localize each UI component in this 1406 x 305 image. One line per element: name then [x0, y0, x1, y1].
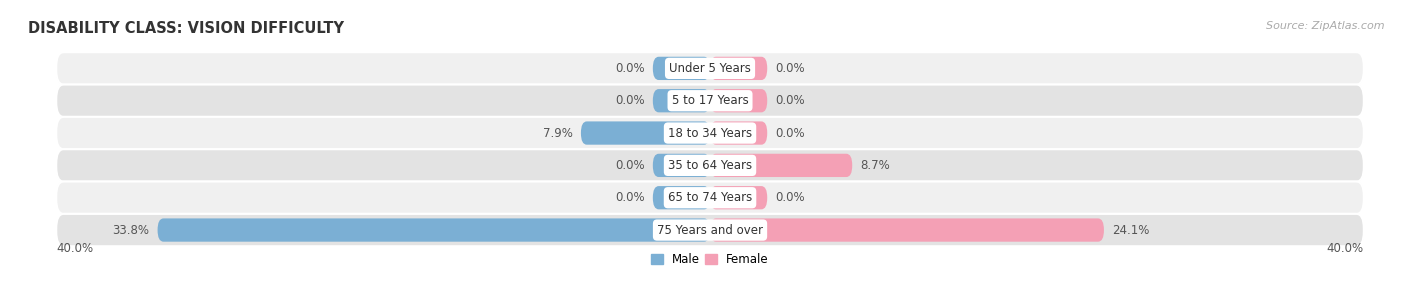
FancyBboxPatch shape: [56, 181, 1364, 214]
Text: Under 5 Years: Under 5 Years: [669, 62, 751, 75]
FancyBboxPatch shape: [56, 214, 1364, 246]
Text: 0.0%: 0.0%: [776, 127, 806, 140]
FancyBboxPatch shape: [56, 149, 1364, 181]
FancyBboxPatch shape: [710, 121, 768, 145]
Text: 0.0%: 0.0%: [776, 62, 806, 75]
Text: DISABILITY CLASS: VISION DIFFICULTY: DISABILITY CLASS: VISION DIFFICULTY: [28, 21, 344, 36]
FancyBboxPatch shape: [56, 52, 1364, 84]
Legend: Male, Female: Male, Female: [647, 248, 773, 271]
FancyBboxPatch shape: [652, 89, 710, 112]
FancyBboxPatch shape: [652, 57, 710, 80]
Text: 40.0%: 40.0%: [56, 242, 93, 255]
Text: 0.0%: 0.0%: [614, 62, 644, 75]
FancyBboxPatch shape: [56, 84, 1364, 117]
FancyBboxPatch shape: [710, 89, 768, 112]
FancyBboxPatch shape: [652, 186, 710, 209]
Text: 8.7%: 8.7%: [860, 159, 890, 172]
Text: 65 to 74 Years: 65 to 74 Years: [668, 191, 752, 204]
FancyBboxPatch shape: [56, 117, 1364, 149]
FancyBboxPatch shape: [710, 186, 768, 209]
Text: Source: ZipAtlas.com: Source: ZipAtlas.com: [1267, 21, 1385, 31]
Text: 75 Years and over: 75 Years and over: [657, 224, 763, 237]
Text: 0.0%: 0.0%: [614, 191, 644, 204]
Text: 5 to 17 Years: 5 to 17 Years: [672, 94, 748, 107]
FancyBboxPatch shape: [157, 218, 710, 242]
Text: 7.9%: 7.9%: [543, 127, 572, 140]
FancyBboxPatch shape: [652, 154, 710, 177]
Text: 24.1%: 24.1%: [1112, 224, 1150, 237]
FancyBboxPatch shape: [710, 154, 852, 177]
Text: 33.8%: 33.8%: [112, 224, 149, 237]
Text: 35 to 64 Years: 35 to 64 Years: [668, 159, 752, 172]
Text: 0.0%: 0.0%: [614, 94, 644, 107]
Text: 40.0%: 40.0%: [1327, 242, 1364, 255]
FancyBboxPatch shape: [581, 121, 710, 145]
Text: 18 to 34 Years: 18 to 34 Years: [668, 127, 752, 140]
FancyBboxPatch shape: [710, 218, 1104, 242]
FancyBboxPatch shape: [710, 57, 768, 80]
Text: 0.0%: 0.0%: [614, 159, 644, 172]
Text: 0.0%: 0.0%: [776, 94, 806, 107]
Text: 0.0%: 0.0%: [776, 191, 806, 204]
